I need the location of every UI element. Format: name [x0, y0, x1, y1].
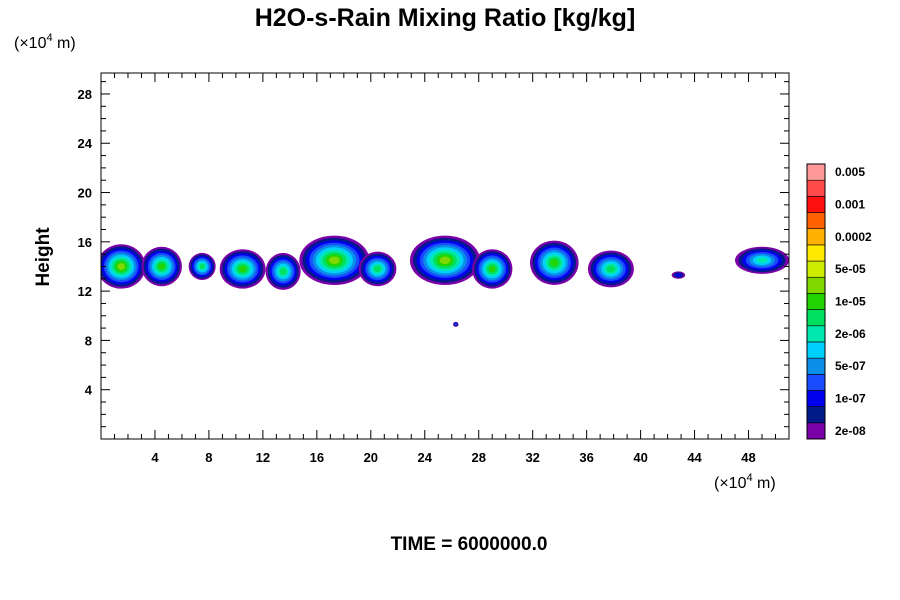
colorbar-swatch: [806, 212, 826, 230]
cloud-contour: [756, 257, 768, 264]
colorbar-label: 1e-05: [835, 295, 866, 309]
x-axis: 4 8 12 16 20 24 28 32 36 40 44 48: [113, 73, 777, 465]
colorbar-swatch: [806, 309, 826, 327]
colorbar-swatch: [806, 390, 826, 407]
colorbar-label: 5e-05: [835, 262, 866, 276]
colorbar-swatch: [806, 163, 826, 181]
time-label: TIME = 6000000.0: [391, 534, 548, 555]
x-tick-label: 40: [633, 450, 647, 465]
colorbar-swatch: [806, 373, 826, 391]
cloud-contour: [488, 265, 496, 273]
cloud-contour: [158, 263, 166, 270]
colorbar-swatch: [806, 244, 826, 262]
y-tick-label: 20: [78, 186, 92, 201]
cloud-contour: [550, 259, 559, 267]
y-tick-label: 4: [85, 383, 93, 398]
y-axis-label: Height: [33, 227, 54, 287]
y-tick-label: 8: [85, 333, 92, 348]
x-tick-label: 8: [205, 450, 212, 465]
x-tick-label: 48: [741, 450, 755, 465]
cloud-contour: [675, 273, 682, 277]
colorbar-label: 5e-07: [835, 359, 866, 373]
colorbar-swatch: [806, 276, 826, 294]
chart-title: H2O-s-Rain Mixing Ratio [kg/kg]: [255, 4, 636, 32]
cloud-contour: [199, 263, 205, 269]
colorbar-swatch: [806, 341, 826, 359]
y-axis: 4 8 12 16 20 24 28: [78, 81, 789, 428]
colorbar-label: 1e-07: [835, 392, 866, 406]
y-tick-label: 12: [78, 284, 92, 299]
x-tick-label: 44: [687, 450, 702, 465]
colorbar-swatch: [806, 179, 826, 197]
colorbar-frame: [806, 163, 826, 440]
colorbar-label: 0.005: [835, 165, 865, 179]
colorbar-swatch: [806, 260, 826, 278]
colorbar: 2e-08 1e-07 5e-07 2e-06 1e-05 5e-05 0.0002 0.00…: [806, 163, 872, 440]
x-tick-label: 16: [310, 450, 324, 465]
x-tick-label: 36: [579, 450, 593, 465]
x-tick-label: 12: [256, 450, 270, 465]
x-tick-label: 28: [471, 450, 485, 465]
cloud-field: [101, 235, 789, 327]
x-tick-label: 32: [525, 450, 539, 465]
colorbar-swatch: [806, 422, 826, 440]
cloud-contour: [374, 265, 382, 273]
colorbar-label: 2e-08: [835, 424, 866, 438]
cloud-contour: [117, 263, 125, 270]
colorbar-swatch: [806, 325, 826, 343]
y-tick-label: 24: [78, 136, 93, 151]
cloud-contour: [238, 265, 247, 273]
cloud-contour: [329, 256, 340, 265]
x-tick-label: 20: [364, 450, 378, 465]
y-tick-label: 28: [78, 87, 92, 102]
x-unit-label: (×104 m): [714, 472, 776, 492]
cloud-contour: [439, 256, 451, 265]
colorbar-swatch: [806, 196, 826, 213]
x-tick-label: 4: [151, 450, 159, 465]
cloud-contour: [606, 265, 616, 273]
colorbar-swatch: [806, 228, 826, 246]
colorbar-swatch: [806, 293, 826, 310]
colorbar-label: 0.0002: [835, 230, 872, 244]
plot-frame: [100, 72, 790, 440]
y-tick-label: 16: [78, 235, 92, 250]
x-tick-label: 24: [418, 450, 433, 465]
colorbar-swatch: [806, 406, 826, 424]
colorbar-label: 2e-06: [835, 327, 866, 341]
colorbar-label: 0.001: [835, 197, 865, 211]
y-unit-label: (×104 m): [14, 32, 76, 52]
cloud-contour: [454, 323, 457, 326]
cloud-contour: [279, 267, 287, 275]
colorbar-swatch: [806, 357, 826, 375]
